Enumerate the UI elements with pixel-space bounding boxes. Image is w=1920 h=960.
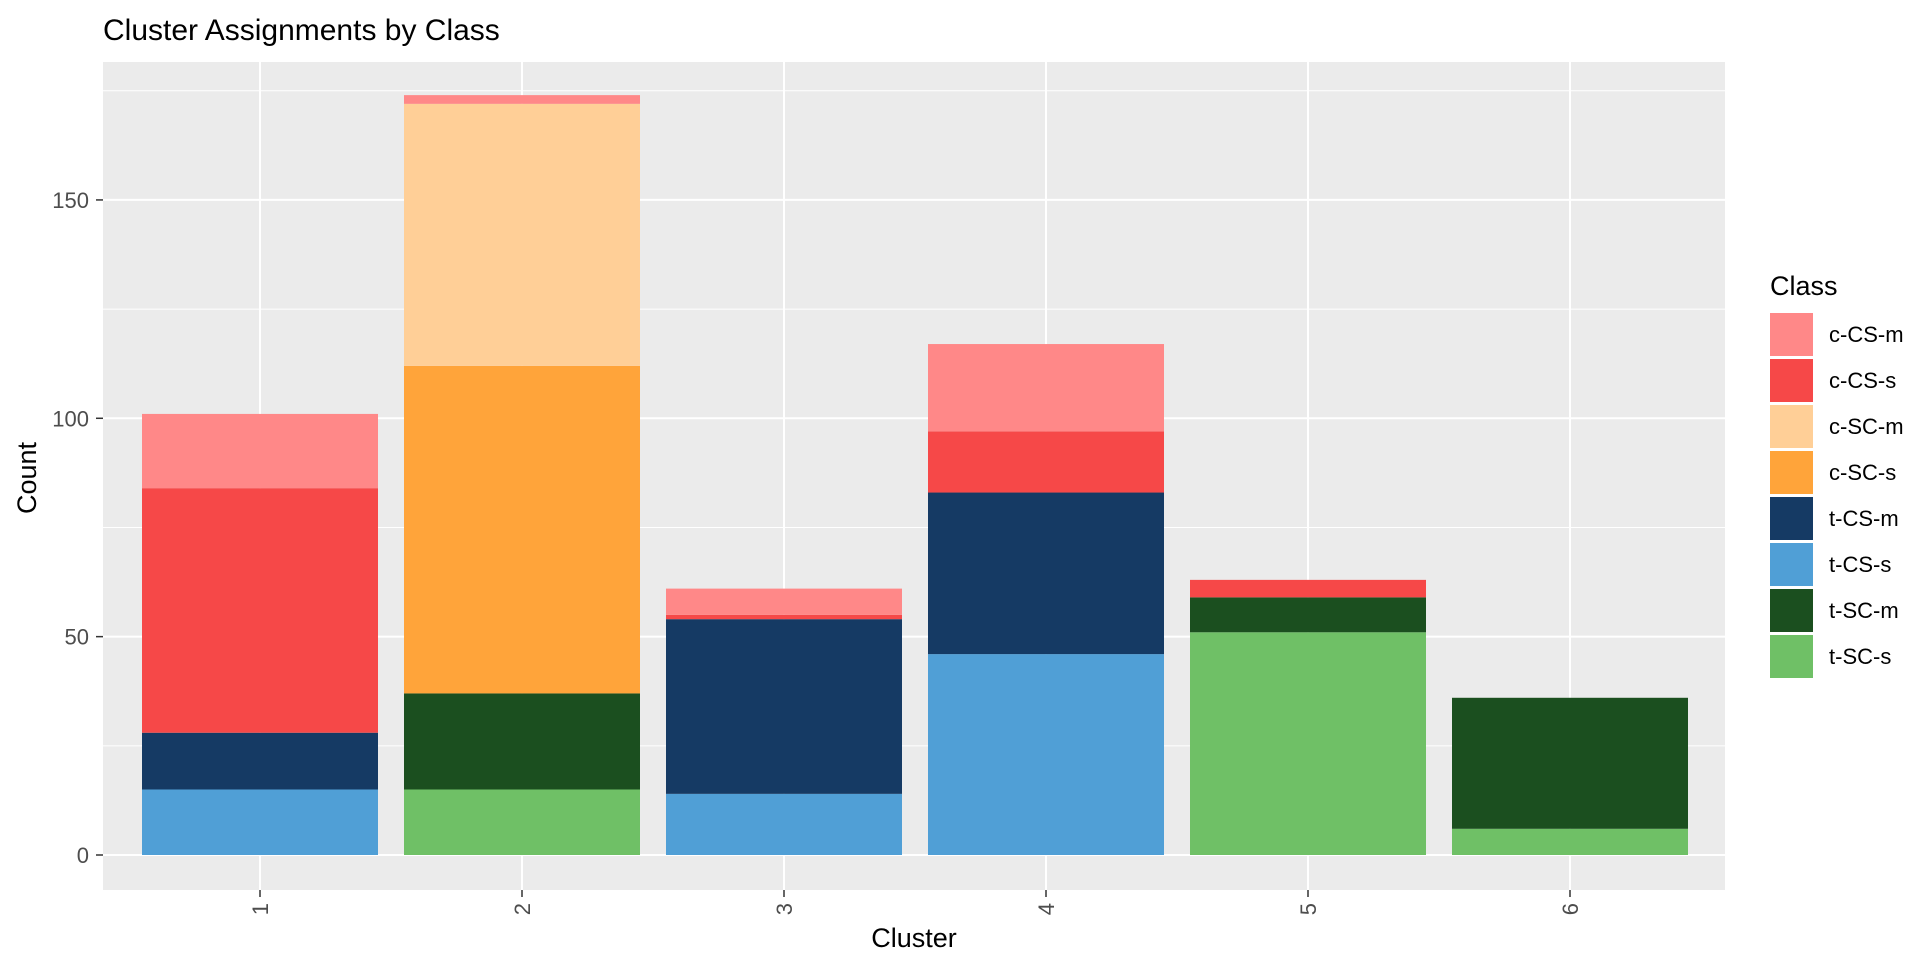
bar-segment [142,732,378,790]
y-axis-title: Count [12,441,42,514]
bar-segment [1190,579,1426,598]
bar-segment [666,619,902,794]
bar-segment [666,793,902,855]
chart-title: Cluster Assignments by Class [103,14,500,47]
bar-segment [1190,632,1426,855]
legend-key [1770,313,1813,356]
y-tick-label: 150 [52,188,89,213]
legend-label: c-CS-s [1829,368,1896,393]
legend-title: Class [1770,271,1838,301]
y-tick-label: 100 [52,406,89,431]
x-tick-label: 5 [1296,903,1321,915]
legend-label: c-SC-s [1829,460,1896,485]
legend-key [1770,497,1813,540]
legend-label: t-CS-m [1829,506,1899,531]
legend-label: t-SC-m [1829,598,1899,623]
bar-segment [142,789,378,855]
legend-label: t-SC-s [1829,644,1891,669]
bar-segment [404,365,640,694]
bar-segment [404,693,640,790]
bar-segment [666,614,902,620]
bar-segment [1452,828,1688,855]
legend-key [1770,589,1813,632]
bar-segment [666,588,902,615]
legend: Class c-CS-m c-CS-s c-SC-m c-SC-s t-CS-m t-CS… [1770,271,1904,678]
bar-segment [928,344,1164,432]
bar-segment [928,431,1164,493]
legend-key [1770,543,1813,586]
bar-segment [404,95,640,104]
bar-segment [142,488,378,733]
bar-segment [928,492,1164,655]
y-tick-label: 50 [65,625,89,650]
x-tick-label: 6 [1558,903,1583,915]
legend-label: t-CS-s [1829,552,1891,577]
y-axis-ticks: 0 50 100 150 [52,188,103,868]
bar-segment [404,103,640,366]
legend-label: c-SC-m [1829,414,1904,439]
x-axis-title: Cluster [871,923,957,953]
bar-segment [1452,697,1688,829]
legend-key [1770,359,1813,402]
x-tick-label: 2 [510,903,535,915]
x-tick-label: 1 [248,903,273,915]
bar-segment [928,654,1164,855]
y-tick-label: 0 [77,843,89,868]
x-tick-label: 4 [1034,903,1059,915]
bar-segment [404,789,640,855]
bars [142,95,1688,855]
bar-segment [1190,597,1426,633]
legend-label: c-CS-m [1829,322,1904,347]
legend-key [1770,635,1813,678]
x-tick-label: 3 [772,903,797,915]
legend-key [1770,451,1813,494]
x-axis-ticks: 1 2 3 4 5 6 [248,890,1583,915]
bar-segment [142,413,378,489]
legend-key [1770,405,1813,448]
